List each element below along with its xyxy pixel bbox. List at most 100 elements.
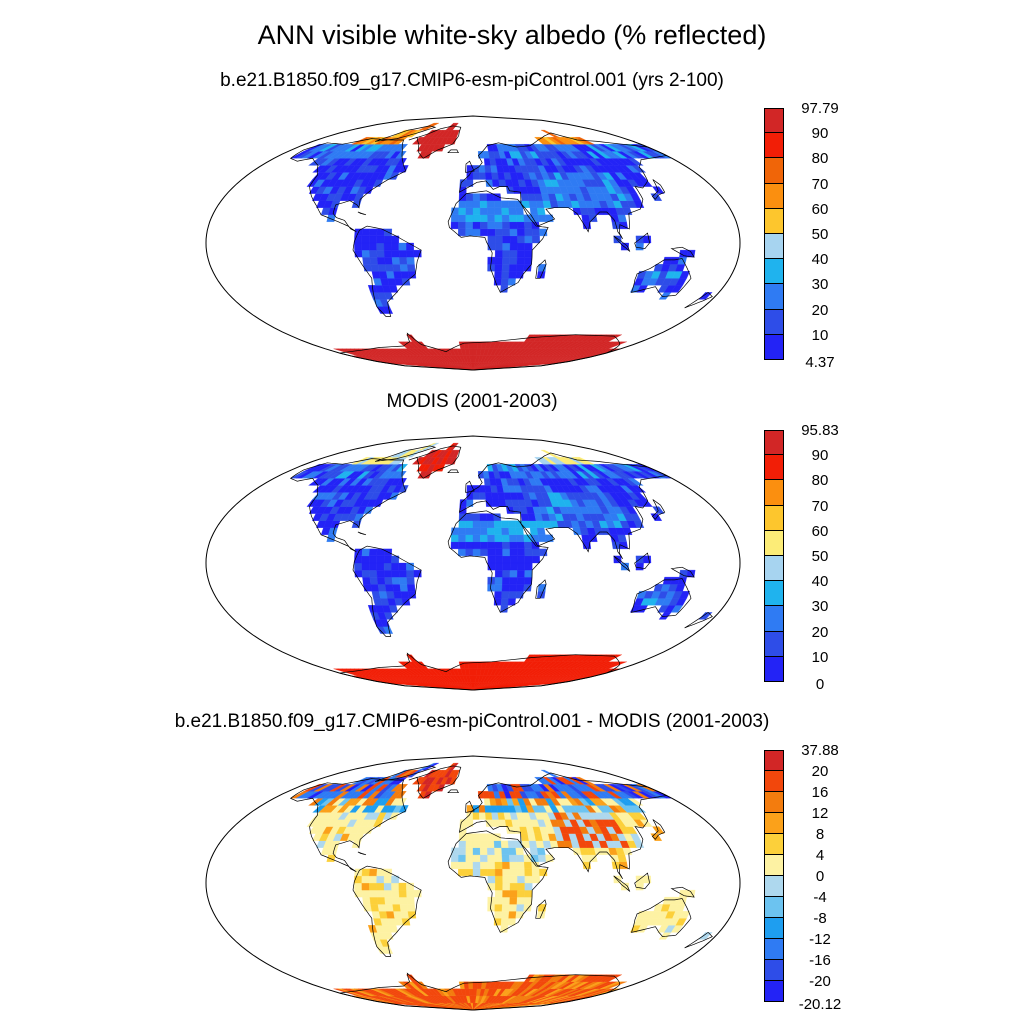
grid-cell <box>509 875 518 884</box>
grid-cell <box>501 904 510 912</box>
colorbar-tick-label: 80 <box>811 150 829 168</box>
colorbar-tick-label: 50 <box>811 226 829 243</box>
grid-cell <box>384 896 393 905</box>
grid-cell <box>524 896 533 905</box>
grid-cell <box>487 861 496 870</box>
grid-cell <box>391 882 400 891</box>
grid-cell <box>407 904 416 912</box>
coastline <box>651 179 666 200</box>
grid-cell <box>484 805 492 813</box>
colorbar-box <box>764 259 784 285</box>
colorbar-tick-label: -16 <box>809 952 831 969</box>
colorbar-tick-label: 90 <box>811 125 829 143</box>
grid-cell <box>679 271 691 279</box>
grid-cell <box>376 889 385 898</box>
grid-cell <box>524 868 533 877</box>
grid-cell <box>377 896 386 905</box>
grid-cell <box>398 882 407 891</box>
grid-cell <box>494 854 503 862</box>
colorbar-box <box>764 939 784 960</box>
grid-cell <box>517 875 526 884</box>
colorbar-box <box>764 309 784 335</box>
grid-cell <box>494 904 503 912</box>
grid-cell <box>479 840 488 848</box>
map-outline <box>205 115 741 371</box>
colorbar-tick-label: -12 <box>809 931 831 948</box>
grid-cell <box>493 840 502 848</box>
grid-cell <box>465 854 474 862</box>
grid-cell <box>487 854 496 862</box>
coastline <box>447 190 549 293</box>
grid-cell <box>465 868 474 877</box>
grid-cell <box>395 151 407 159</box>
grid-cell <box>485 819 494 827</box>
grid-cell <box>643 875 652 884</box>
land-albedo-cells <box>290 442 713 691</box>
colorbar-tick-label: 16 <box>811 784 829 801</box>
colorbar-tick-label: -8 <box>813 910 827 927</box>
grid-cell <box>509 861 518 870</box>
panel-title-modis: MODIS (2001-2003) <box>386 391 558 412</box>
grid-cell <box>369 875 377 884</box>
grid-cell <box>524 882 533 891</box>
coastline <box>630 258 692 297</box>
coastline <box>374 125 437 142</box>
grid-cell <box>478 805 486 813</box>
grid-cell <box>494 847 503 855</box>
colorbar-box <box>764 813 784 834</box>
grid-cell <box>472 812 480 820</box>
grid-cell <box>524 861 533 870</box>
grid-cell <box>385 904 394 912</box>
grid-cell <box>516 861 525 870</box>
grid-cell <box>501 847 510 855</box>
grid-cell <box>486 833 495 841</box>
grid-cell <box>502 882 511 891</box>
grid-cell <box>650 833 663 841</box>
colorbar-box <box>764 284 784 310</box>
colorbar-box <box>764 876 784 897</box>
grid-cell <box>472 854 481 862</box>
grid-cell <box>493 918 502 926</box>
land-albedo-cells <box>290 122 713 371</box>
grid-cell <box>413 889 422 898</box>
grid-cell <box>502 896 511 905</box>
grid-cell <box>500 840 509 848</box>
grid-cell <box>620 242 629 251</box>
grid-cell <box>516 904 525 912</box>
grid-cell <box>581 854 591 862</box>
colorbar-tick-label: 20 <box>811 763 829 780</box>
grid-cell <box>458 868 466 877</box>
grid-cell <box>500 918 509 926</box>
grid-cell <box>479 847 488 855</box>
grid-cell <box>450 854 459 862</box>
colorbar-tick-label: 37.88 <box>801 742 839 759</box>
grid-cell <box>479 833 488 841</box>
coastline <box>634 232 650 249</box>
grid-cell <box>396 158 407 166</box>
colorbar-tick-label: 10 <box>811 326 829 344</box>
coastlines <box>289 125 713 371</box>
grid-cell <box>480 868 488 877</box>
grid-cell <box>521 840 531 848</box>
grid-cell <box>617 854 627 862</box>
colorbar-tick-label: 70 <box>811 175 829 193</box>
coastline <box>447 149 460 154</box>
grid-cell <box>517 889 525 898</box>
grid-cell <box>532 875 540 884</box>
colorbar-box <box>764 183 784 209</box>
grid-cell <box>369 868 378 877</box>
grid-cell <box>507 840 516 848</box>
grid-cell <box>498 819 507 827</box>
grid-cell <box>406 889 415 898</box>
grid-cell <box>603 334 622 342</box>
colorbar-box <box>764 855 784 876</box>
coastline <box>357 851 367 856</box>
grid-cell <box>398 889 407 898</box>
colorbar-tick-label: 40 <box>811 251 829 269</box>
colorbar-box <box>764 981 784 1002</box>
colorbar-model: 4.37 10 20 30 40 50 60 70 80 90 97.79 <box>764 101 839 370</box>
grid-cell <box>531 868 540 877</box>
coastline <box>684 291 713 309</box>
grid-cell <box>391 235 400 244</box>
grid-cell <box>502 889 511 898</box>
